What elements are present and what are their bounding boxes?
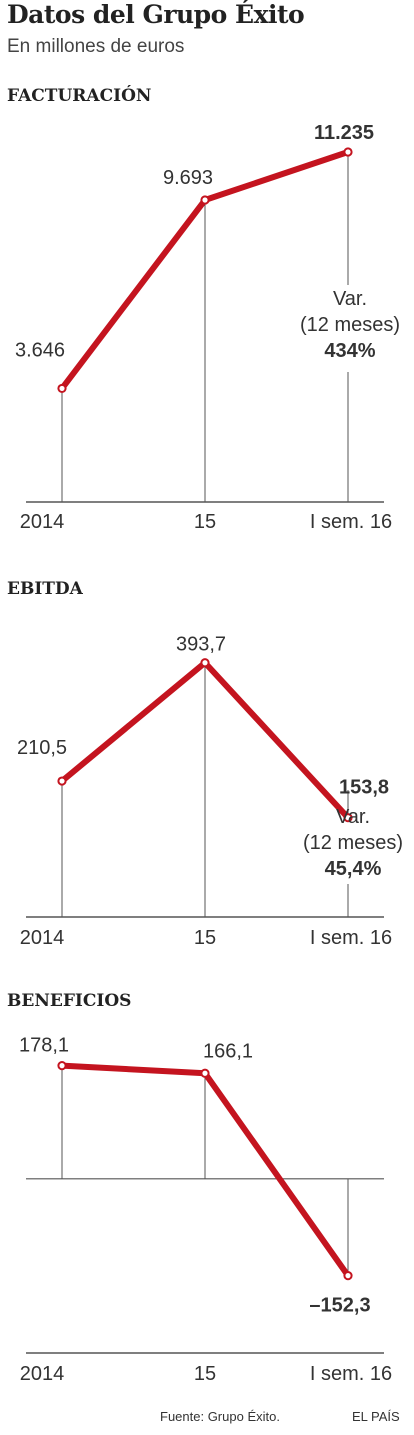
data-point — [200, 658, 210, 668]
brand-label: EL PAÍS — [352, 1409, 400, 1424]
data-label: 3.646 — [15, 339, 65, 361]
variation-annotation: 434% — [324, 340, 375, 362]
page-title: Datos del Grupo Éxito — [7, 0, 305, 29]
data-point — [343, 1271, 353, 1281]
data-label: 11.235 — [314, 122, 374, 144]
variation-annotation: (12 meses) — [303, 832, 403, 854]
tick-label: I sem. 16 — [310, 927, 392, 949]
data-point — [343, 147, 353, 157]
data-point — [57, 383, 67, 394]
tick-label: I sem. 16 — [310, 511, 392, 533]
variation-annotation: (12 meses) — [300, 314, 400, 336]
data-label: 210,5 — [17, 737, 67, 759]
tick-label: 15 — [194, 927, 216, 949]
data-label: –152,3 — [309, 1295, 370, 1317]
charts-svg: FACTURACIÓN 3.646 9.693 11.235 2014 15 I sem. … — [7, 85, 403, 1385]
panel-title: EBITDA — [7, 579, 84, 599]
data-point — [343, 813, 353, 823]
data-label: 9.693 — [163, 167, 213, 189]
tick-label: 15 — [194, 511, 216, 533]
data-point — [200, 1068, 210, 1078]
data-label: 178,1 — [19, 1035, 69, 1057]
tick-label: 2014 — [20, 927, 65, 949]
source-note: Fuente: Grupo Éxito. — [160, 1409, 280, 1424]
data-point — [57, 776, 67, 786]
tick-label: 2014 — [20, 511, 65, 533]
panel-title: BENEFICIOS — [7, 991, 131, 1011]
variation-annotation: Var. — [333, 288, 367, 310]
panel-title: FACTURACIÓN — [7, 85, 151, 106]
tick-label: 15 — [194, 1363, 216, 1385]
data-label: 166,1 — [203, 1040, 253, 1062]
data-point — [200, 195, 210, 205]
tick-label: 2014 — [20, 1363, 65, 1385]
page-subtitle: En millones de euros — [7, 36, 185, 57]
variation-annotation: Var. — [336, 806, 370, 828]
data-label: 393,7 — [176, 634, 226, 656]
variation-annotation: 45,4% — [325, 858, 382, 880]
data-label: 153,8 — [339, 777, 389, 799]
data-point — [57, 1061, 67, 1071]
tick-label: I sem. 16 — [310, 1363, 392, 1385]
